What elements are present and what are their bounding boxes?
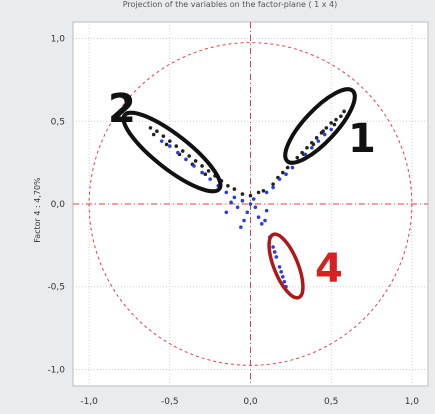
scatter-point <box>279 270 283 274</box>
scatter-point <box>151 132 156 137</box>
annotation-label-1: 1 <box>348 116 376 162</box>
annotation-label-2: 2 <box>108 86 136 132</box>
scatter-point <box>277 177 282 181</box>
y-tick-label: 0,5 <box>51 117 65 127</box>
scatter-point <box>168 144 172 148</box>
scatter-point <box>264 190 269 195</box>
scatter-point <box>232 187 237 191</box>
scatter-point <box>316 139 321 143</box>
data-points <box>148 109 346 289</box>
scatter-point <box>208 177 212 181</box>
scatter-point <box>235 205 240 210</box>
cluster-ellipse-1 <box>283 87 357 165</box>
cluster-ellipse-2 <box>121 110 223 194</box>
scatter-point <box>280 170 285 175</box>
scatter-point <box>329 127 333 132</box>
chart-title: Projection of the variables on the facto… <box>123 0 338 9</box>
scatter-point <box>277 265 282 269</box>
scatter-point <box>226 184 230 188</box>
scatter-point <box>229 200 233 205</box>
scatter-point <box>240 198 245 203</box>
scatter-point <box>184 157 188 162</box>
scatter-point <box>256 190 261 195</box>
scatter-point <box>187 154 191 158</box>
scatter-point <box>284 172 288 177</box>
scatter-point <box>271 182 275 186</box>
scatter-point <box>164 142 169 147</box>
scatter-point <box>271 245 275 249</box>
scatter-point <box>224 190 229 195</box>
scatter-point <box>263 218 267 223</box>
y-tick-label: -0,5 <box>47 283 65 293</box>
scatter-point <box>239 225 243 229</box>
x-tick-label: -1,0 <box>80 397 98 407</box>
scatter-point <box>305 145 309 150</box>
cluster-ellipse-4 <box>267 232 305 300</box>
scatter-point <box>272 250 277 254</box>
scatter-point <box>203 172 208 177</box>
scatter-point <box>256 215 261 220</box>
x-tick-label: -0,5 <box>161 397 179 407</box>
scatter-point <box>251 197 256 201</box>
tick-labels: -1,0 -0,5 0,0 0,5 1,0 1,0 0,5 0,0 -0,5 -1,0 <box>47 35 419 407</box>
scatter-point <box>261 188 266 193</box>
scatter-point <box>248 202 253 206</box>
scatter-point <box>180 149 185 153</box>
scatter-point <box>192 164 196 168</box>
scatter-point <box>334 117 338 122</box>
scatter-point <box>324 126 329 130</box>
scatter-point <box>161 134 166 138</box>
x-tick-label: 1,0 <box>405 397 420 407</box>
scatter-point <box>271 185 275 190</box>
scatter-point <box>148 126 153 130</box>
scatter-point <box>332 122 337 127</box>
y-tick-label: 1,0 <box>51 35 66 45</box>
scatter-point <box>168 139 172 143</box>
y-tick-label: -1,0 <box>47 365 65 375</box>
scatter-point <box>310 145 314 150</box>
scatter-point <box>295 155 300 160</box>
scatter-point <box>206 169 211 173</box>
scatter-point <box>280 275 285 279</box>
x-tick-label: 0,5 <box>324 397 338 407</box>
scatter-point <box>339 114 343 119</box>
scatter-point <box>259 222 264 226</box>
y-tick-label: 0,0 <box>51 200 66 210</box>
scatter-point <box>329 121 333 125</box>
scatter-point <box>248 193 253 198</box>
scatter-point <box>311 142 316 147</box>
scatter-point <box>176 150 180 155</box>
scatter-point <box>290 165 295 170</box>
scatter-point <box>232 195 237 200</box>
scatter-point <box>303 152 308 157</box>
scatter-point <box>321 129 325 133</box>
y-axis-label: Factor 4 : 4,70% <box>33 177 42 243</box>
scatter-point <box>242 218 246 223</box>
scatter-point <box>200 164 204 168</box>
scatter-point <box>264 208 269 213</box>
annotation-label-4: 4 <box>315 246 343 292</box>
scatter-point <box>159 139 164 143</box>
scatter-point <box>245 210 250 215</box>
x-tick-label: 0,0 <box>243 397 258 407</box>
scatter-point <box>253 205 258 210</box>
scatter-point <box>193 159 198 163</box>
scatter-point <box>342 109 346 114</box>
scatter-point <box>274 255 279 259</box>
scatter-point <box>224 210 229 215</box>
scatter-point <box>240 192 245 196</box>
scatter-point <box>200 170 204 175</box>
scatter-point <box>314 136 319 140</box>
scatter-point <box>282 279 287 284</box>
scatter-point <box>322 132 327 137</box>
scatter-point <box>174 144 179 148</box>
scatter-point <box>155 129 159 133</box>
scatter-point <box>285 165 290 170</box>
